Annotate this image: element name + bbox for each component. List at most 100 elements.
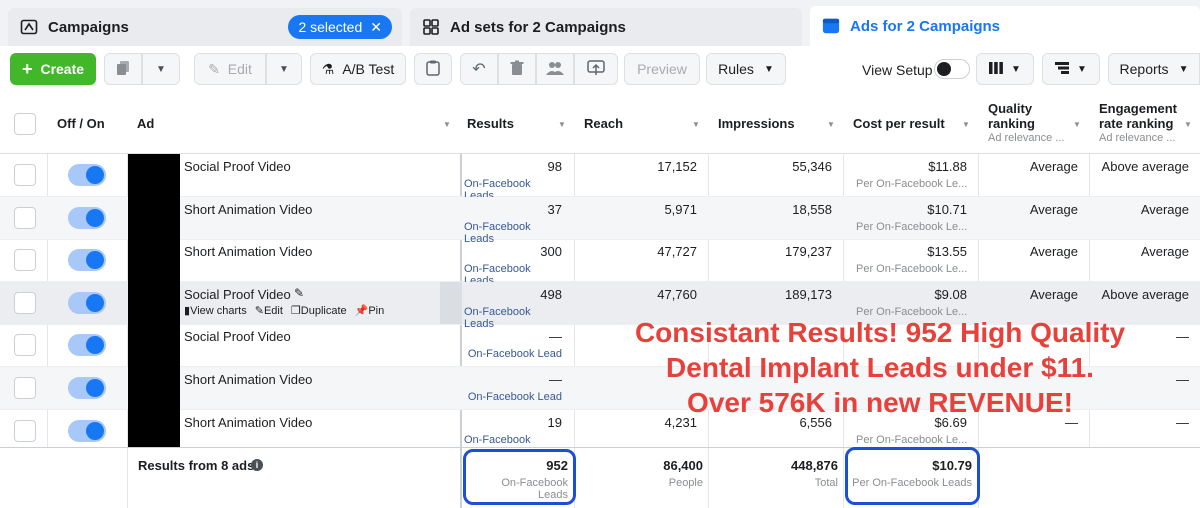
rules-button[interactable]: Rules ▼ [706, 53, 786, 85]
table-row[interactable]: Social Proof Video ✎ ▮View charts ✎Edit ❐Dup… [0, 281, 1200, 330]
select-all-checkbox[interactable] [14, 113, 36, 135]
table-row[interactable]: Short Animation Video — On-Facebook Lead — [0, 367, 1200, 410]
publish-button[interactable] [574, 53, 618, 85]
impressions-value: 179,237 [785, 244, 832, 260]
clipboard-button[interactable] [414, 53, 452, 85]
table-row[interactable]: Short Animation Video 37 On-Facebook Leads… [0, 196, 1200, 245]
results-value: 98 [547, 159, 562, 174]
sort-icon[interactable]: ▼ [1184, 120, 1192, 129]
header-quality-ranking[interactable]: Quality ranking [988, 101, 1035, 131]
row-checkbox[interactable] [14, 334, 36, 357]
columns-button[interactable]: ▼ [976, 53, 1034, 85]
view-charts-link[interactable]: ▮View charts [184, 304, 247, 317]
tab-ad-sets[interactable]: Ad sets for 2 Campaigns [410, 8, 802, 46]
ad-on-off-toggle[interactable] [68, 419, 106, 442]
engagement-ranking-value: Average [1140, 244, 1189, 260]
row-edit-link[interactable]: ✎Edit [254, 304, 283, 317]
header-engagement-ranking[interactable]: Engagement rate ranking [1099, 101, 1178, 131]
row-checkbox[interactable] [14, 419, 36, 442]
ad-name-link[interactable]: Social Proof Video [184, 286, 291, 302]
footer-label: Results from 8 ads [138, 458, 255, 473]
ad-on-off-toggle[interactable] [68, 206, 106, 229]
header-cost-per-result[interactable]: Cost per result [853, 116, 945, 131]
row-checkbox[interactable] [14, 249, 36, 272]
impressions-value: 55,346 [792, 159, 832, 174]
footer-reach: 86,400 [663, 458, 703, 473]
tab-campaigns[interactable]: Campaigns 2 selected ✕ [8, 8, 402, 46]
ab-test-button[interactable]: ⚗ A/B Test [310, 53, 406, 85]
plus-icon: + [21, 58, 33, 79]
ad-name-link[interactable]: Short Animation Video [184, 372, 313, 387]
results-type[interactable]: On-Facebook Lead [467, 391, 562, 403]
header-off-on[interactable]: Off / On [57, 116, 105, 131]
ad-on-off-toggle[interactable] [68, 291, 106, 314]
footer-col [575, 448, 709, 508]
duplicate-button[interactable] [104, 53, 142, 85]
footer-cost: $10.79 [932, 458, 972, 473]
row-checkbox[interactable] [14, 291, 36, 314]
ad-name-link[interactable]: Short Animation Video [184, 244, 313, 260]
selected-pill[interactable]: 2 selected ✕ [288, 15, 392, 39]
header-reach[interactable]: Reach [584, 116, 624, 131]
tab-ads[interactable]: Ads for 2 Campaigns [810, 6, 1200, 46]
clear-selection-icon[interactable]: ✕ [370, 18, 382, 35]
footer-results: 952 [546, 458, 568, 473]
header-impressions[interactable]: Impressions [718, 116, 795, 131]
create-button[interactable]: + Create [10, 53, 96, 85]
row-pin-link[interactable]: 📌Pin [354, 304, 385, 317]
breakdown-button[interactable]: ▼ [1042, 53, 1100, 85]
sort-icon[interactable]: ▼ [692, 120, 700, 129]
table-row[interactable]: Social Proof Video — On-Facebook Lead — [0, 324, 1200, 368]
duplicate-dropdown[interactable]: ▼ [142, 53, 180, 85]
ad-on-off-toggle[interactable] [68, 334, 106, 357]
engagement-ranking-value: Above average [1101, 286, 1189, 302]
ad-name-link[interactable]: Short Animation Video [184, 414, 313, 430]
undo-button[interactable]: ↶ [460, 53, 498, 85]
sort-icon[interactable]: ▼ [558, 120, 566, 129]
header-results[interactable]: Results [467, 116, 514, 131]
ad-on-off-toggle[interactable] [68, 377, 106, 399]
header-ad[interactable]: Ad [137, 116, 155, 131]
view-setup-toggle[interactable] [934, 59, 970, 79]
sort-icon[interactable]: ▼ [1073, 120, 1081, 129]
edit-dropdown[interactable]: ▼ [266, 53, 302, 85]
promo-overlay-text: Consistant Results! 952 High Quality Den… [560, 315, 1200, 420]
ad-on-off-toggle[interactable] [68, 249, 106, 272]
footer-results-sub: On-Facebook Leads [501, 477, 568, 501]
ads-table: Off / On Ad ▼ Results ▼ Reach ▼ Impressi… [0, 94, 1200, 508]
sort-icon[interactable]: ▼ [962, 120, 970, 129]
edit-button[interactable]: ✎ Edit [194, 53, 266, 85]
row-checkbox[interactable] [14, 164, 36, 186]
ad-name-link[interactable]: Social Proof Video [184, 159, 291, 174]
ad-name-link[interactable]: Short Animation Video [184, 201, 313, 217]
sort-icon[interactable]: ▼ [443, 120, 451, 129]
row-checkbox[interactable] [14, 206, 36, 229]
results-type[interactable]: On-Facebook Lead [467, 348, 562, 361]
toolbar: + Create ▼ ✎ Edit ▼ ⚗ A/B Test ↶ [0, 46, 1200, 94]
row-duplicate-link[interactable]: ❐Duplicate [290, 304, 347, 317]
preview-label: Preview [637, 61, 687, 77]
edit-name-pencil-icon[interactable]: ✎ [294, 285, 305, 300]
reach-value: 4,231 [664, 414, 697, 430]
pin-icon: 📌 [354, 304, 369, 317]
delete-button[interactable] [498, 53, 536, 85]
cost-type: Per On-Facebook Le... [856, 263, 968, 276]
sort-icon[interactable]: ▼ [827, 120, 835, 129]
reports-button[interactable]: Reports ▼ [1108, 53, 1200, 85]
results-type[interactable]: On-Facebook Leads [464, 220, 531, 245]
row-checkbox[interactable] [14, 377, 36, 399]
ad-name-link[interactable]: Social Proof Video [184, 329, 291, 345]
quality-ranking-value: Average [1029, 286, 1078, 302]
trash-icon [510, 60, 524, 79]
footer-col [0, 448, 128, 508]
info-icon[interactable]: i [251, 459, 263, 471]
audience-button[interactable] [536, 53, 574, 85]
row-scroll-handle[interactable] [440, 281, 462, 324]
preview-button[interactable]: Preview [624, 53, 700, 85]
breakdown-icon [1055, 61, 1070, 77]
results-type[interactable]: On-Facebook Leads [464, 305, 531, 330]
reach-value: 47,760 [657, 286, 697, 302]
ad-on-off-toggle[interactable] [68, 164, 106, 186]
